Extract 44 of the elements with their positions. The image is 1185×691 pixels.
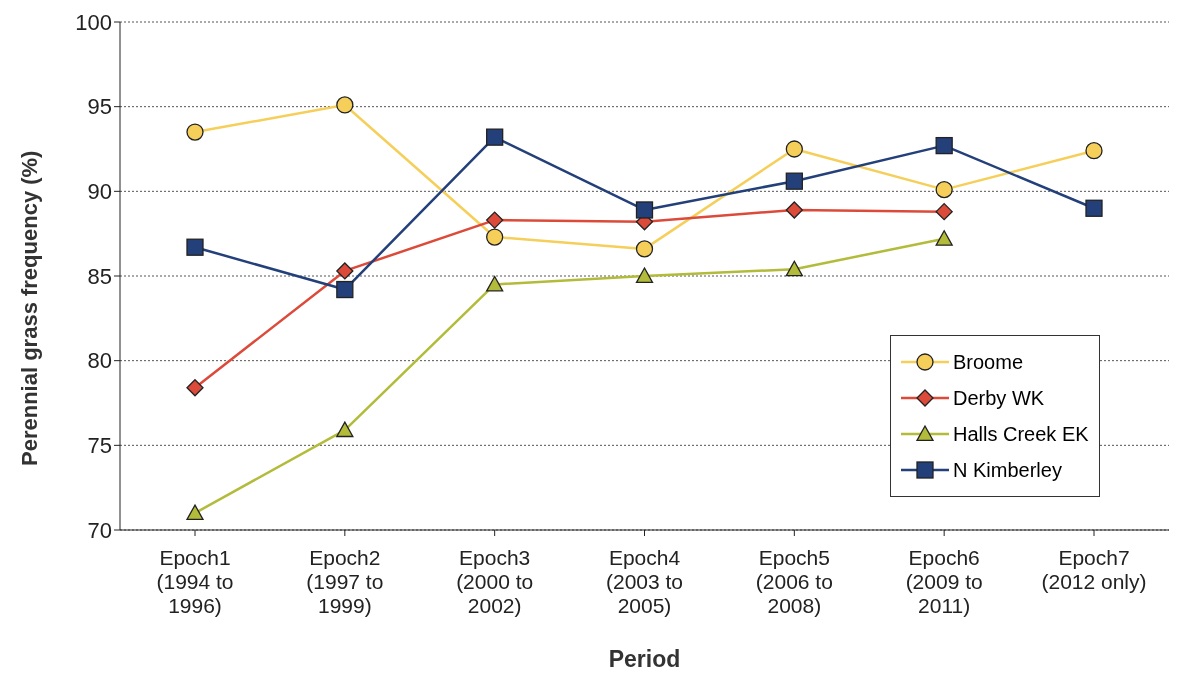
point — [186, 123, 204, 141]
point — [785, 201, 803, 219]
point — [336, 280, 354, 299]
y-tick-label: 75 — [87, 433, 112, 459]
x-tick-label: Epoch1 (1994 to 1996) — [156, 545, 234, 618]
legend-label: Broome — [953, 350, 1024, 374]
y-tick-label: 80 — [87, 348, 112, 374]
x-tick-label: Epoch6 (2009 to 2011) — [905, 545, 983, 618]
point — [1085, 199, 1103, 217]
point — [486, 228, 504, 246]
y-axis-title: Perennial grass frequency (%) — [16, 150, 42, 466]
x-axis-title: Period — [608, 646, 681, 672]
point — [186, 238, 204, 256]
point — [785, 140, 803, 158]
legend-label: Halls Creek EK — [953, 422, 1089, 446]
point — [486, 211, 504, 229]
y-tick-label: 90 — [87, 179, 112, 205]
x-tick-label: Epoch2 (1997 to 1999) — [306, 545, 384, 618]
point — [935, 180, 953, 199]
point — [336, 96, 354, 114]
x-tick-label: Epoch4 (2003 to 2005) — [605, 545, 684, 618]
y-tick-label: 85 — [87, 263, 112, 289]
point — [785, 260, 803, 277]
legend-label: N Kimberley — [953, 458, 1062, 482]
point — [935, 203, 953, 221]
point — [635, 240, 654, 258]
point — [186, 379, 204, 397]
legend-label: Derby WK — [953, 386, 1045, 410]
x-tick-label: Epoch7 (2012 only) — [1041, 545, 1147, 594]
point — [486, 275, 504, 292]
point — [785, 172, 803, 190]
point — [635, 267, 654, 284]
point — [186, 504, 204, 521]
y-tick-label: 70 — [87, 517, 112, 543]
y-tick-label: 100 — [75, 9, 112, 35]
x-tick-label: Epoch3 (2000 to 2002) — [456, 545, 534, 618]
x-tick-label: Epoch5 (2006 to 2008) — [755, 545, 833, 618]
point — [486, 128, 504, 146]
point — [935, 230, 953, 246]
point — [1085, 142, 1103, 160]
y-tick-label: 95 — [87, 94, 112, 120]
point — [336, 262, 354, 280]
point — [635, 201, 654, 219]
point — [336, 421, 354, 438]
